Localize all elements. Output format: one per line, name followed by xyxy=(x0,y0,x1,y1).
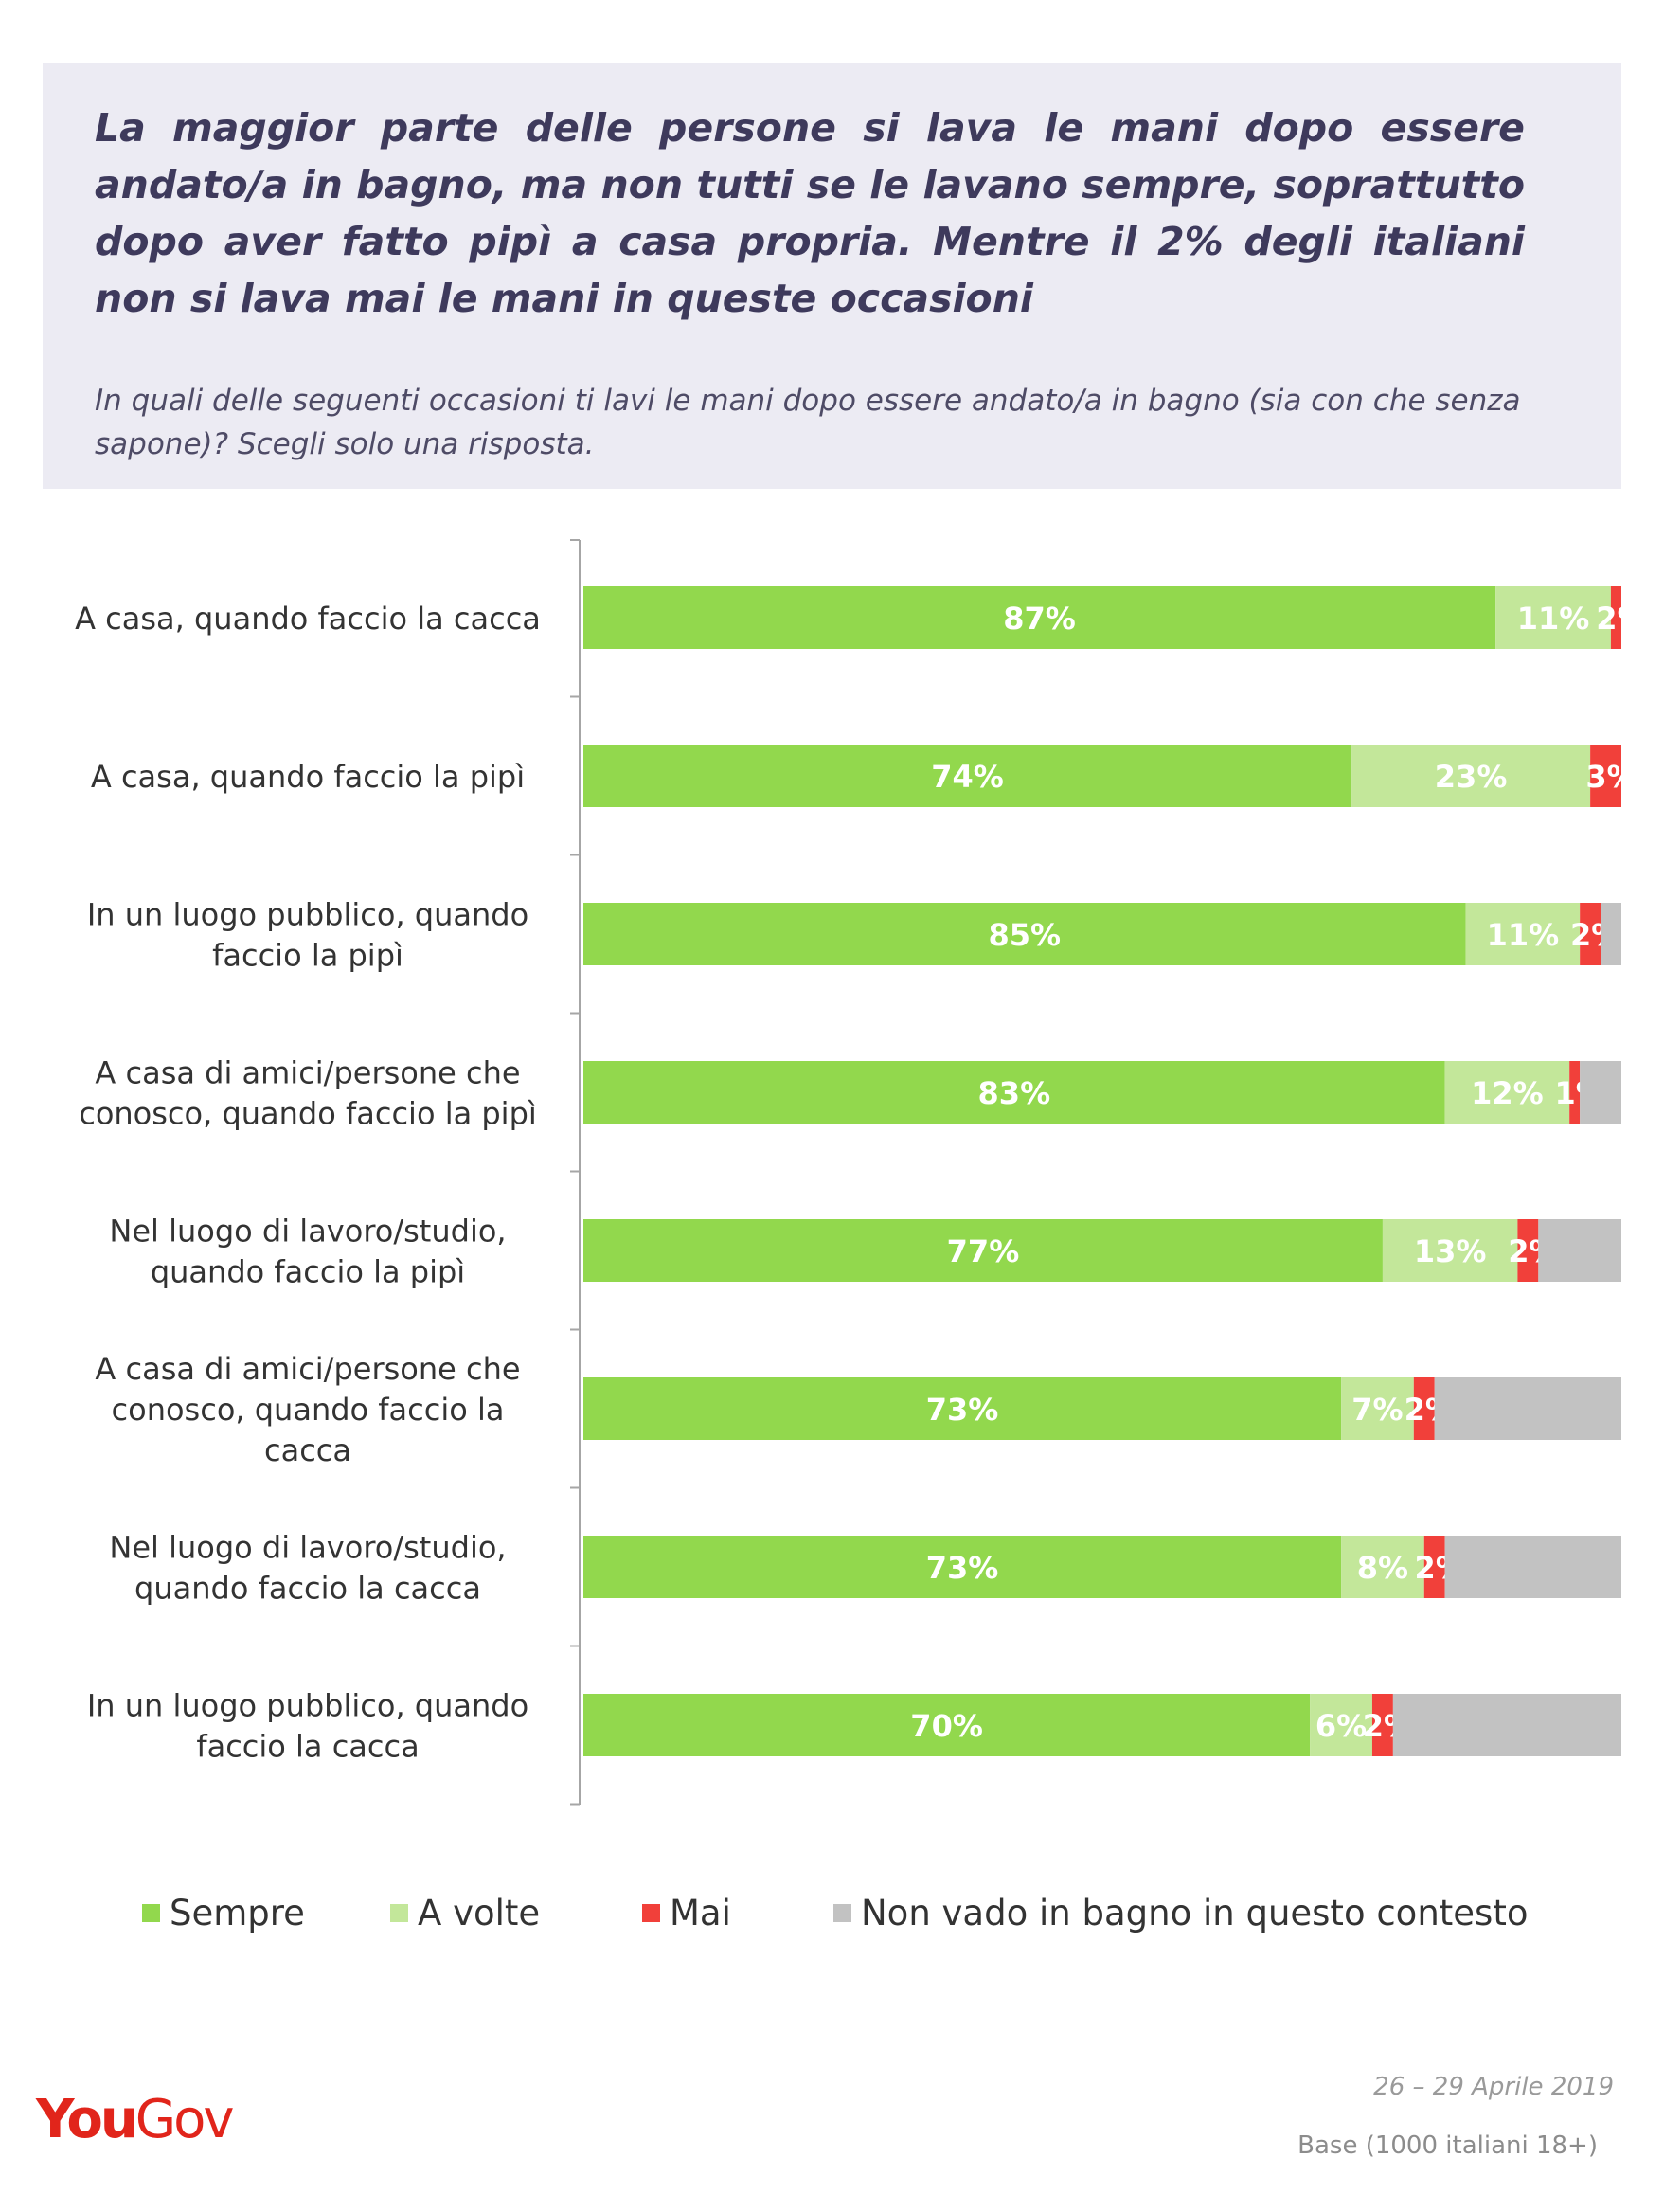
category-label: faccio la pipì xyxy=(212,938,403,974)
yougov-logo: YouGov xyxy=(36,2089,235,2150)
data-label: 77% xyxy=(947,1233,1020,1269)
legend-item: Non vado in bagno in questo contesto xyxy=(833,1893,1528,1933)
survey-base: Base (1000 italiani 18+) xyxy=(1297,2131,1598,2160)
logo-gov: Gov xyxy=(134,2089,235,2150)
data-label: 74% xyxy=(931,759,1004,795)
category-label: A casa di amici/persone che xyxy=(95,1055,520,1091)
category-label: A casa di amici/persone che xyxy=(95,1351,520,1387)
bar-segment-non xyxy=(1538,1219,1621,1282)
bar-segment-non xyxy=(1392,1694,1621,1756)
bar-segment-non xyxy=(1444,1536,1621,1598)
legend-item: A volte xyxy=(390,1893,540,1933)
data-label: 11% xyxy=(1487,917,1560,953)
legend-label: Non vado in bagno in questo contesto xyxy=(861,1893,1529,1933)
legend-swatch xyxy=(390,1904,408,1922)
category-label: A casa, quando faccio la pipì xyxy=(91,759,525,795)
stacked-bar-chart: A casa, quando faccio la cacca 87% 11% 2%A … xyxy=(75,539,1648,1806)
legend-label: Mai xyxy=(670,1893,731,1933)
bar-segment-a xyxy=(1341,1536,1424,1598)
data-label: 83% xyxy=(978,1075,1051,1111)
legend-label: A volte xyxy=(418,1893,541,1933)
logo-you: You xyxy=(36,2089,138,2150)
data-label: 12% xyxy=(1471,1075,1544,1111)
bar-segment-sempre xyxy=(583,1377,1342,1440)
data-label: 2% xyxy=(1596,601,1647,637)
bar-segment-a xyxy=(1444,1061,1570,1124)
category-label: Nel luogo di lavoro/studio, xyxy=(109,1530,506,1566)
legend-swatch xyxy=(142,1904,160,1922)
data-label: 23% xyxy=(1435,759,1508,795)
category-label: faccio la cacca xyxy=(196,1729,419,1765)
data-label: 87% xyxy=(1003,601,1076,637)
data-label: 11% xyxy=(1517,601,1590,637)
data-label: 70% xyxy=(910,1708,983,1744)
category-label: quando faccio la cacca xyxy=(134,1571,481,1607)
data-label: 3% xyxy=(1585,759,1637,795)
data-label: 73% xyxy=(926,1550,999,1586)
bar-segment-sempre xyxy=(583,903,1466,965)
category-label: cacca xyxy=(264,1432,351,1468)
bar-segment-a xyxy=(1341,1377,1414,1440)
bar-segment-sempre xyxy=(583,745,1352,807)
bar-segment-mai xyxy=(1517,1219,1539,1282)
bar-segment-sempre xyxy=(583,1536,1342,1598)
chart-legend: Sempre A volte Mai Non vado in bagno in que… xyxy=(142,1893,1563,1940)
data-label: 7% xyxy=(1351,1392,1403,1428)
chart-title: La maggior parte delle persone si lava l… xyxy=(95,105,1525,321)
legend-label: Sempre xyxy=(170,1893,305,1933)
data-label: 6% xyxy=(1315,1708,1367,1744)
bar-segment-sempre xyxy=(583,586,1496,649)
category-label: quando faccio la pipì xyxy=(151,1254,465,1290)
data-label: 8% xyxy=(1357,1550,1408,1586)
bar-segment-mai xyxy=(1413,1377,1435,1440)
data-label: 85% xyxy=(989,917,1062,953)
category-label: Nel luogo di lavoro/studio, xyxy=(109,1214,506,1250)
bar-segment-mai xyxy=(1569,1061,1581,1124)
bar-segment-sempre xyxy=(583,1061,1445,1124)
category-label: conosco, quando faccio la xyxy=(112,1392,505,1428)
legend-swatch xyxy=(833,1904,851,1922)
data-label: 13% xyxy=(1414,1233,1487,1269)
category-label: A casa, quando faccio la cacca xyxy=(75,601,541,637)
bar-segment-sempre xyxy=(583,1219,1383,1282)
category-label: In un luogo pubblico, quando xyxy=(87,897,528,933)
data-label: 73% xyxy=(926,1392,999,1428)
category-label: In un luogo pubblico, quando xyxy=(87,1688,528,1724)
bar-segment-non xyxy=(1580,1061,1621,1124)
legend-item: Mai xyxy=(642,1893,731,1933)
category-label: conosco, quando faccio la pipì xyxy=(79,1096,537,1132)
bar-segment-a xyxy=(1382,1219,1518,1282)
chart-subtitle: In quali delle seguenti occasioni ti lav… xyxy=(95,384,1521,461)
bar-segment-mai xyxy=(1590,745,1621,807)
bar-segment-mai xyxy=(1371,1694,1393,1756)
survey-date: 26 – 29 Aprile 2019 xyxy=(1373,2073,1614,2101)
bar-segment-a xyxy=(1351,745,1591,807)
bar-segment-mai xyxy=(1610,586,1621,649)
bar-segment-non xyxy=(1601,903,1621,965)
bar-segment-non xyxy=(1434,1377,1621,1440)
bar-segment-mai xyxy=(1580,903,1601,965)
bar-segment-mai xyxy=(1423,1536,1445,1598)
bar-segment-a xyxy=(1495,586,1611,649)
bar-segment-a xyxy=(1310,1694,1372,1756)
legend-swatch xyxy=(642,1904,660,1922)
bar-segment-sempre xyxy=(583,1694,1311,1756)
bar-segment-a xyxy=(1465,903,1581,965)
legend-item: Sempre xyxy=(142,1893,305,1933)
header-box xyxy=(43,63,1621,489)
